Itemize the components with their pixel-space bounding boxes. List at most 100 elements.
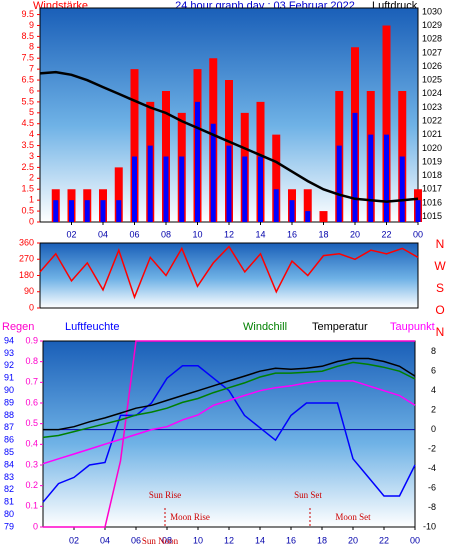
y-tick-label: 0: [29, 216, 34, 226]
y3-tick-label: 93: [4, 348, 14, 358]
y3-tick-label: 79: [4, 521, 14, 531]
y2-tick-label: 1019: [422, 156, 442, 166]
y-tick-label: 0.4: [25, 439, 38, 449]
x-tick-label: 20: [348, 535, 358, 545]
y2-tick-label: -6: [428, 482, 436, 492]
x-tick-label: 16: [287, 229, 297, 239]
y-tick-label: 9.5: [21, 9, 34, 19]
y3-tick-label: 82: [4, 484, 14, 494]
y-tick-label: 1.5: [21, 184, 34, 194]
y-tick-label: 5.5: [21, 96, 34, 106]
legend-entry: Windchill: [243, 321, 287, 333]
chart-title: 24 hour graph day : 03 Februar 2022: [175, 0, 355, 12]
y-tick-label: 7.5: [21, 53, 34, 63]
series-line: [42, 365, 416, 503]
series-line: [39, 245, 419, 300]
x-tick-label: 18: [318, 229, 328, 239]
x-tick-label: 00: [410, 535, 420, 545]
x-tick-label: 06: [129, 229, 139, 239]
x-tick-label: 08: [161, 229, 171, 239]
y-tick-label: 8: [29, 42, 34, 52]
y2-tick-label: 1017: [422, 184, 442, 194]
y-tick-label: 6.5: [21, 74, 34, 84]
plot-area: [42, 340, 416, 528]
y-tick-label: 0: [33, 521, 38, 531]
y-tick-label: 0.3: [25, 459, 38, 469]
astro-annotation: Sun Rise: [149, 490, 181, 500]
y-tick-label: 270: [19, 254, 34, 264]
y-tick-label: 6: [29, 85, 34, 95]
x-tick-label: 16: [286, 535, 296, 545]
y-tick-label: 0: [29, 302, 34, 312]
y2-tick-label: 1024: [422, 88, 442, 98]
y-tick-label: 3.5: [21, 140, 34, 150]
direction-label: N: [436, 325, 445, 339]
y2-tick-label: 1025: [422, 75, 442, 85]
x-tick-label: 04: [98, 229, 108, 239]
legend-entry: Luftfeuchte: [65, 321, 119, 333]
x-tick-label: 20: [350, 229, 360, 239]
y-tick-label: 4: [29, 129, 34, 139]
y3-tick-label: 92: [4, 360, 14, 370]
y-tick-label: 9: [29, 20, 34, 30]
y-tick-label: 90: [24, 286, 34, 296]
x-tick-label: 14: [255, 535, 265, 545]
y-tick-label: 360: [19, 237, 34, 247]
series-line: [43, 340, 415, 528]
wind-axis-label: Windstärke: [33, 0, 88, 12]
x-tick-label: 12: [224, 229, 234, 239]
y3-tick-label: 89: [4, 397, 14, 407]
y2-tick-label: 6: [431, 366, 436, 376]
y2-tick-label: -10: [423, 521, 436, 531]
x-tick-label: 22: [381, 229, 391, 239]
y2-tick-label: 1018: [422, 170, 442, 180]
y2-tick-label: 1027: [422, 47, 442, 57]
y2-tick-label: 1020: [422, 143, 442, 153]
y2-tick-label: 1030: [422, 6, 442, 16]
y3-tick-label: 88: [4, 410, 14, 420]
y3-tick-label: 84: [4, 459, 14, 469]
y-tick-label: 2: [29, 173, 34, 183]
y-tick-label: 8.5: [21, 31, 34, 41]
plot-area: [39, 242, 419, 309]
series-line: [42, 361, 416, 439]
y2-tick-label: 1028: [422, 34, 442, 44]
y-tick-label: 0.1: [25, 501, 38, 511]
y2-tick-label: 4: [431, 385, 436, 395]
x-tick-label: 02: [69, 535, 79, 545]
y-tick-label: 2.5: [21, 162, 34, 172]
y-tick-label: 0.2: [25, 480, 38, 490]
y2-tick-label: -2: [428, 443, 436, 453]
direction-label: W: [434, 259, 446, 273]
y2-tick-label: 1015: [422, 211, 442, 221]
y3-tick-label: 94: [4, 335, 14, 345]
x-tick-label: 08: [162, 535, 172, 545]
y-tick-label: 7: [29, 64, 34, 74]
y3-tick-label: 83: [4, 472, 14, 482]
y-tick-label: 0.8: [25, 356, 38, 366]
y-tick-label: 0.9: [25, 335, 38, 345]
x-tick-label: 18: [317, 535, 327, 545]
series-line: [42, 380, 416, 465]
direction-label: S: [436, 281, 444, 295]
series-line: [43, 357, 416, 431]
astro-annotation: Moon Rise: [170, 512, 210, 522]
series-line: [39, 70, 419, 203]
astro-annotation: Sun Noon: [142, 536, 179, 546]
y-tick-label: 0.5: [21, 205, 34, 215]
legend-entry: Temperatur: [312, 321, 368, 333]
y-tick-label: 4.5: [21, 118, 34, 128]
y2-tick-label: 1023: [422, 102, 442, 112]
y2-tick-label: 1029: [422, 20, 442, 30]
y2-tick-label: 1026: [422, 61, 442, 71]
y3-tick-label: 91: [4, 373, 14, 383]
y2-tick-label: -8: [428, 502, 436, 512]
y2-tick-label: -4: [428, 463, 436, 473]
y3-tick-label: 86: [4, 435, 14, 445]
y3-tick-label: 90: [4, 385, 14, 395]
y-tick-label: 0.6: [25, 397, 38, 407]
y3-tick-label: 85: [4, 447, 14, 457]
x-tick-label: 14: [255, 229, 265, 239]
y-tick-label: 0.5: [25, 418, 38, 428]
